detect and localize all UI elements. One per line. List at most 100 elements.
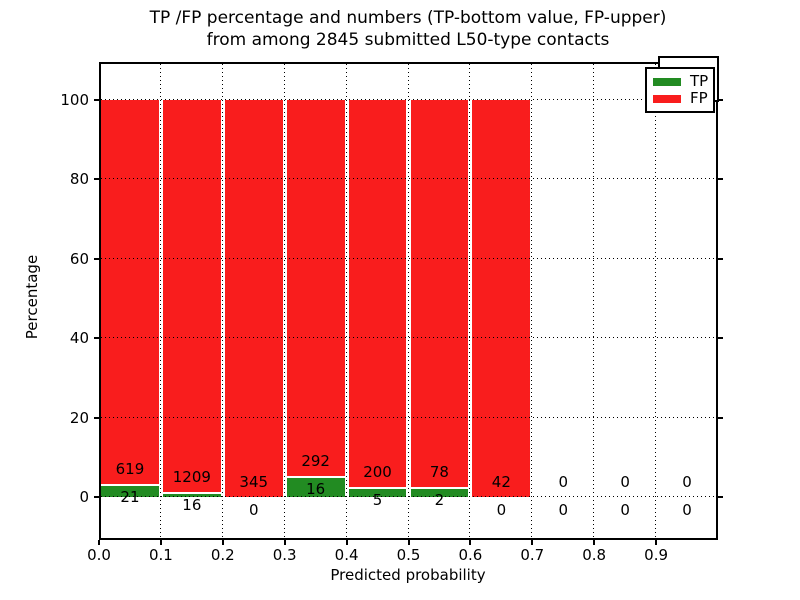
- gridline-vertical: [531, 64, 533, 538]
- x-tick-label: 0.9: [644, 546, 669, 564]
- tp-count-label: 16: [182, 495, 202, 514]
- chart-title: TP /FP percentage and numbers (TP-bottom…: [90, 7, 726, 51]
- y-tick-label: 60: [69, 249, 89, 268]
- x-tick-label: 0.1: [148, 546, 173, 564]
- x-tick-mark: [283, 540, 286, 545]
- tp-count-label: 21: [120, 487, 140, 506]
- bar-tp-segment: [286, 476, 345, 497]
- tp-count-label: 2: [434, 490, 445, 509]
- bar-bin: [223, 99, 285, 497]
- x-tick-mark: [345, 540, 348, 545]
- bar-tp-segment: [101, 484, 159, 497]
- bar-bin: [99, 99, 161, 497]
- x-tick-mark: [655, 540, 658, 545]
- gridline-vertical: [469, 64, 471, 538]
- y-tick-mark: [94, 98, 99, 101]
- bar-fp-segment: [348, 99, 407, 497]
- fp-count-label: 78: [429, 463, 449, 482]
- bar-bin: [161, 99, 223, 497]
- x-tick-mark: [98, 540, 100, 545]
- gridline-horizontal: [101, 178, 716, 179]
- tp-count-label: 0: [248, 500, 259, 519]
- y-tick-mark: [718, 257, 723, 260]
- y-tick-mark: [94, 178, 99, 180]
- fp-count-label: 42: [491, 473, 511, 492]
- x-tick-label: 0.6: [458, 546, 483, 564]
- x-tick-label: 0.4: [334, 546, 359, 564]
- legend: TP FP: [645, 67, 715, 113]
- y-axis-label: Percentage: [23, 254, 41, 340]
- gridline-vertical: [283, 64, 285, 538]
- gridline-horizontal: [101, 98, 716, 100]
- x-tick-label: 0.0: [87, 546, 111, 564]
- x-tick-mark: [531, 540, 534, 545]
- bar-bin: [347, 99, 409, 497]
- fp-count-label: 0: [682, 473, 692, 492]
- plot-area: 619 21 1209 16 345 0 292 16 200 5 78 2 42 0 0 0 0 0 0 0: [99, 62, 718, 540]
- fp-color-swatch: [653, 94, 681, 103]
- gridline-vertical: [345, 64, 347, 538]
- y-tick-mark: [718, 178, 723, 180]
- legend-label-tp: TP: [690, 72, 709, 90]
- x-tick-mark: [407, 540, 410, 545]
- x-tick-label: 0.3: [272, 546, 297, 564]
- bar-bin: [285, 99, 347, 497]
- x-tick-mark: [221, 540, 224, 545]
- tp-count-label: 0: [620, 500, 630, 519]
- y-tick-label: 40: [69, 329, 89, 347]
- bar-tp-segment: [348, 487, 407, 497]
- y-tick-mark: [94, 496, 99, 498]
- gridline-vertical: [655, 64, 657, 538]
- tp-count-label: 0: [496, 500, 507, 519]
- x-tick-label: 0.5: [396, 546, 421, 564]
- bar-fp-segment: [162, 99, 221, 497]
- x-tick-mark: [469, 540, 472, 545]
- x-tick-label: 0.7: [520, 546, 545, 564]
- bar-fp-segment: [286, 99, 345, 497]
- bar-fp-segment: [224, 99, 283, 497]
- x-tick-label: 0.2: [210, 546, 235, 564]
- fp-count-label: 0: [558, 473, 569, 492]
- chart-title-line2: from among 2845 submitted L50-type conta…: [206, 30, 610, 50]
- y-tick-label: 0: [79, 488, 89, 506]
- tp-color-swatch: [653, 77, 681, 86]
- gridline-vertical: [593, 64, 595, 538]
- gridline-vertical: [221, 64, 223, 538]
- chart-title-line1: TP /FP percentage and numbers (TP-bottom…: [149, 8, 667, 28]
- fp-count-label: 292: [301, 452, 330, 471]
- bar-bin: [470, 99, 532, 497]
- bar-bin: [409, 99, 471, 497]
- y-tick-mark: [94, 416, 99, 419]
- gridline-horizontal: [101, 496, 716, 497]
- fp-count-label: 200: [363, 463, 392, 482]
- gridline-horizontal: [101, 416, 716, 418]
- tp-count-label: 0: [682, 500, 692, 519]
- y-tick-mark: [718, 337, 723, 339]
- x-tick-mark: [159, 540, 162, 545]
- y-tick-label: 80: [69, 170, 89, 188]
- gridline-horizontal: [101, 337, 716, 338]
- legend-item-fp: FP: [653, 89, 713, 107]
- fp-count-label: 0: [620, 473, 630, 492]
- y-tick-mark: [718, 416, 723, 419]
- y-tick-mark: [718, 98, 723, 101]
- tp-count-label: 0: [558, 500, 569, 519]
- x-axis-label: Predicted probability: [330, 566, 486, 584]
- tp-count-label: 5: [372, 491, 383, 510]
- legend-item-tp: TP: [653, 72, 713, 90]
- x-tick-label: 0.8: [582, 546, 607, 564]
- gridline-horizontal: [101, 257, 716, 259]
- y-tick-mark: [94, 337, 99, 339]
- bar-fp-segment: [101, 99, 159, 497]
- bar-tp-segment: [162, 492, 221, 497]
- bar-fp-segment: [472, 99, 531, 497]
- legend-label-fp: FP: [690, 89, 708, 107]
- y-tick-label: 20: [69, 408, 89, 427]
- x-tick-mark: [593, 540, 596, 545]
- y-tick-label: 100: [60, 90, 89, 109]
- y-tick-mark: [718, 496, 723, 498]
- y-tick-mark: [94, 257, 99, 260]
- gridline-vertical: [159, 64, 161, 538]
- gridline-vertical: [407, 64, 409, 538]
